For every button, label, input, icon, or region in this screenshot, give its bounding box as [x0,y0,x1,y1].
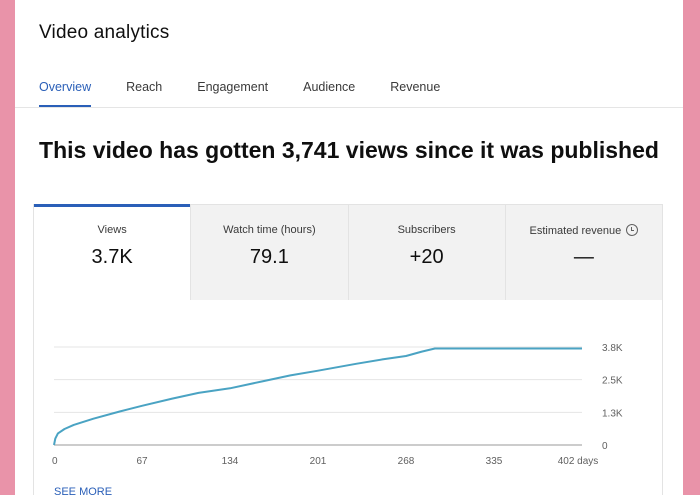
metric-label-row: Estimated revenue [506,224,662,238]
views-series-line [53,347,582,446]
tab-overview[interactable]: Overview [39,80,92,108]
metric-label: Views [97,224,127,236]
metric-value: 79.1 [249,246,289,268]
y-tick-label: 0 [602,441,608,452]
x-tick-label: 201 [310,456,327,467]
metric-card-watch-time[interactable]: Watch time (hours) 79.1 [190,205,348,300]
tab-engagement[interactable]: Engagement [197,80,269,94]
metric-card-views[interactable]: Views 3.7K [34,204,191,300]
x-tick-label: 335 [486,456,503,467]
tab-audience[interactable]: Audience [303,80,356,94]
x-tick-label: 268 [398,456,415,467]
analytics-panel: Video analytics Overview Reach Engagemen… [15,0,683,495]
metric-value: +20 [409,246,444,268]
metric-value: — [573,246,594,268]
metric-card-subscribers[interactable]: Subscribers +20 [347,205,505,300]
metric-cards: Views 3.7K Watch time (hours) 79.1 Subsc… [33,204,663,300]
tab-divider [15,107,683,108]
metric-label: Subscribers [397,224,456,236]
x-tick-label: 402 days [558,456,599,467]
x-tick-label: 67 [136,456,148,467]
metric-value: 3.7K [91,246,133,268]
clock-icon[interactable] [626,224,639,236]
metric-label: Watch time (hours) [223,224,316,236]
y-tick-label: 2.5K [602,376,623,387]
chart-svg: 0 1.3K 2.5K 3.8K 0 67 134 201 268 335 402 days [52,343,623,467]
y-tick-label: 1.3K [602,408,623,419]
x-tick-label: 134 [222,456,239,467]
x-tick-label: 0 [52,456,58,467]
views-chart: 0 1.3K 2.5K 3.8K 0 67 134 201 268 335 402 days [33,299,663,495]
y-tick-label: 3.8K [602,343,623,354]
page-title: Video analytics [39,22,170,43]
metric-label: Estimated revenue [529,225,622,237]
see-more-link[interactable]: SEE MORE [54,486,113,495]
metric-card-estimated-revenue[interactable]: Estimated revenue — [504,205,662,300]
tab-revenue[interactable]: Revenue [390,80,441,94]
tab-reach[interactable]: Reach [126,80,163,94]
views-headline: This video has gotten 3,741 views since … [39,137,659,163]
tab-bar: Overview Reach Engagement Audience Reven… [39,80,475,108]
